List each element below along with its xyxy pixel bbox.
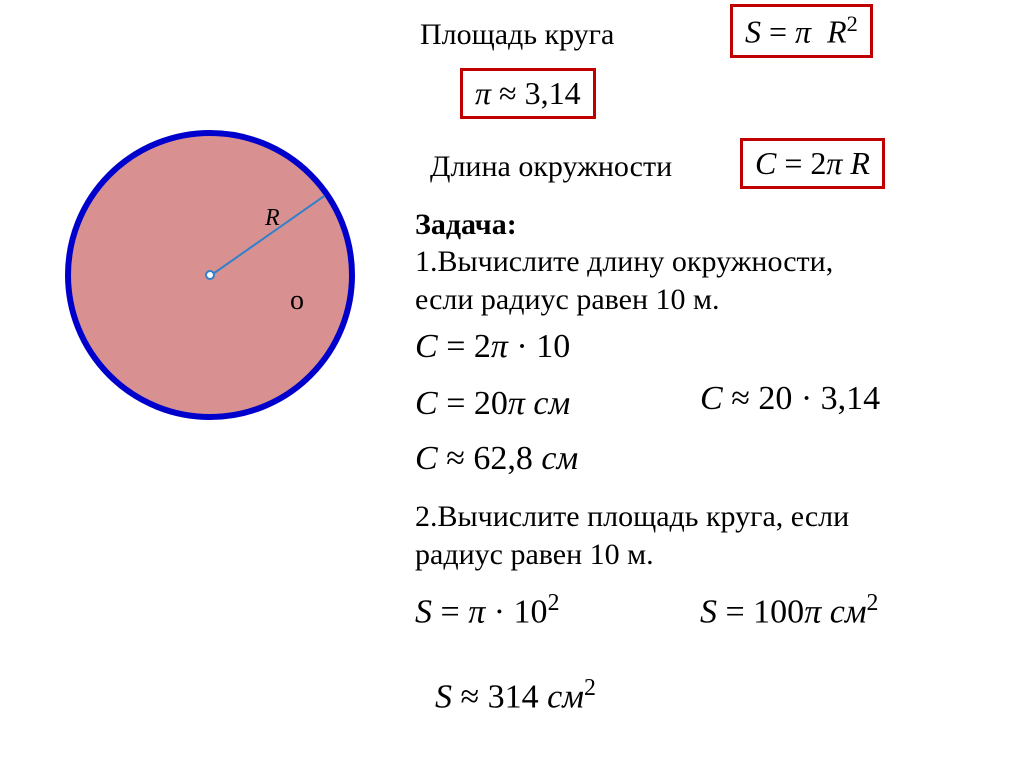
- calc-s2: S = 100π см2: [700, 590, 878, 631]
- calc-c2: C = 20π см: [415, 385, 570, 423]
- problem1-line2: если радиус равен 10 м.: [415, 283, 720, 317]
- title-circumference: Длина окружности: [430, 150, 672, 184]
- problem2-line2: радиус равен 10 м.: [415, 538, 654, 572]
- calc-s1: S = π · 102: [415, 590, 559, 631]
- title-area: Площадь круга: [420, 18, 614, 52]
- calc-s3: S ≈ 314 см2: [435, 675, 596, 716]
- problem-header: Задача:: [415, 208, 517, 242]
- problem1-line1: 1.Вычислите длину окружности,: [415, 245, 833, 279]
- formula-circumference-box: C = 2π R: [740, 138, 885, 189]
- pi-approx-box: π ≈ 3,14: [460, 68, 596, 119]
- problem2-line1: 2.Вычислите площадь круга, если: [415, 500, 849, 534]
- calc-c3: C ≈ 20 · 3,14: [700, 380, 880, 418]
- circle-diagram: R о: [65, 130, 355, 420]
- formula-area-box: S = π R2: [730, 4, 873, 58]
- center-dot: [205, 270, 215, 280]
- calc-c1: C = 2π · 10: [415, 328, 570, 366]
- center-label: о: [290, 285, 304, 317]
- radius-label: R: [265, 205, 280, 232]
- calc-c4: C ≈ 62,8 см: [415, 440, 578, 478]
